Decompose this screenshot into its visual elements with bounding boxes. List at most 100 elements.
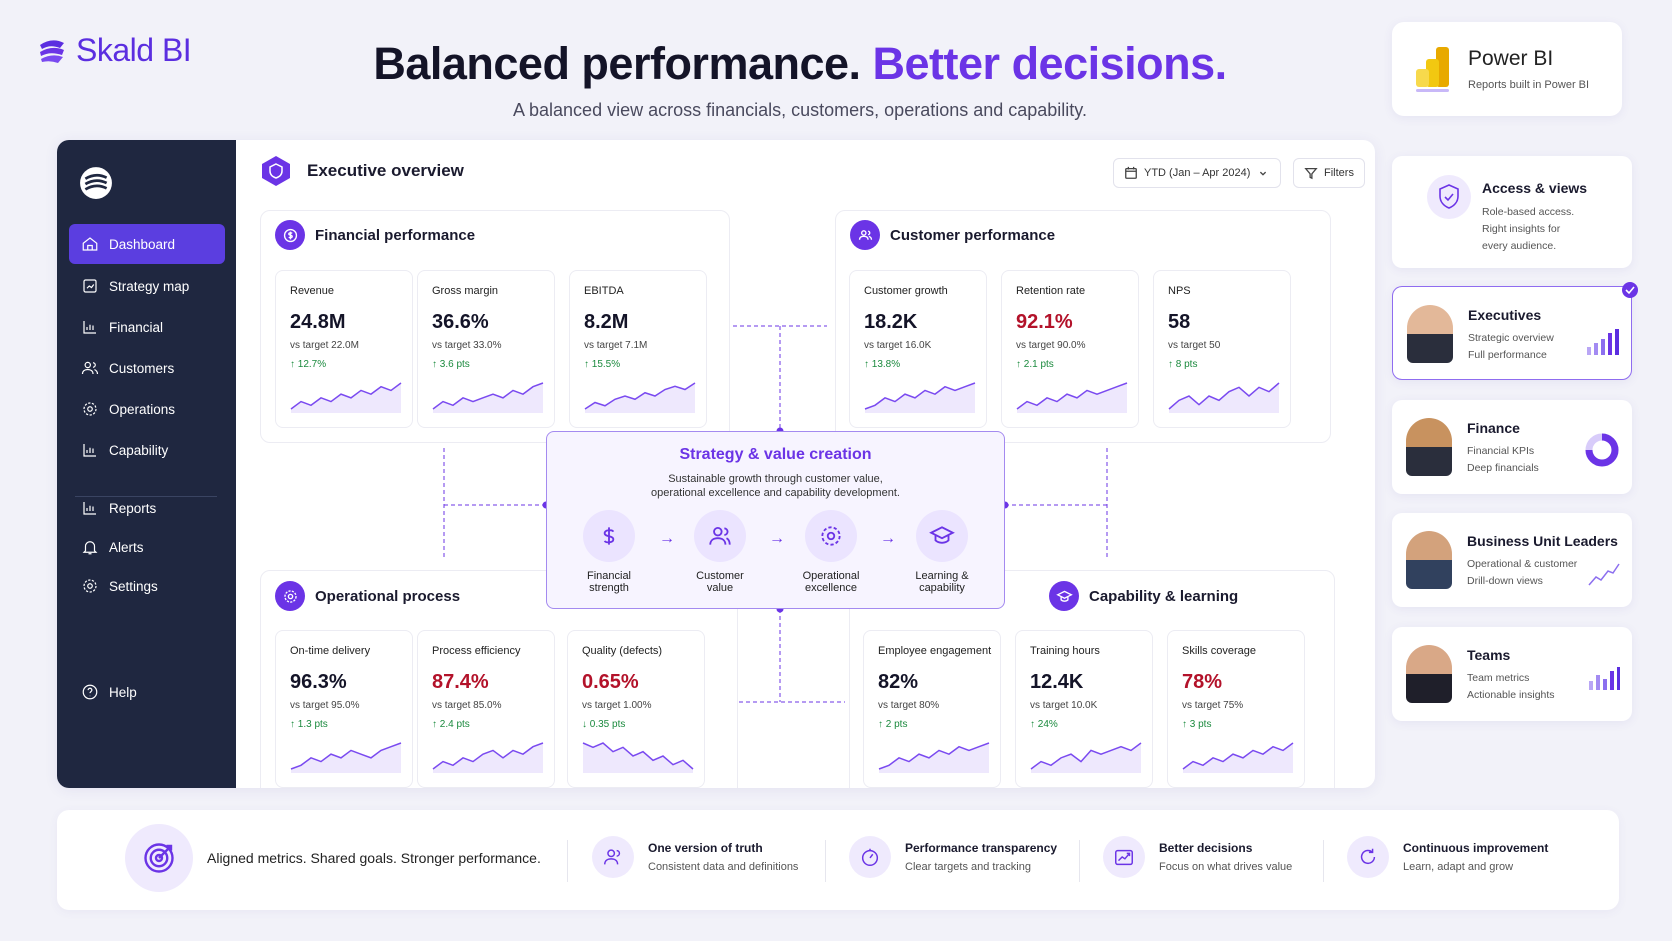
role-card-business-unit[interactable]: Business Unit Leaders Operational & cust… (1392, 513, 1632, 607)
users-icon (592, 836, 634, 878)
node-label: strength (589, 582, 629, 594)
kpi-card[interactable]: Customer growth 18.2K vs target 16.0K ↑ 13.… (849, 270, 987, 428)
kpi-value: 8.2M (584, 311, 629, 333)
filters-button[interactable]: Filters (1293, 158, 1365, 188)
sparkline-area (879, 743, 989, 773)
footer-headline-text: Aligned metrics. Shared goals. Stronger … (207, 850, 541, 866)
graduation-cap-icon (916, 510, 968, 562)
sparkline-area (1183, 743, 1293, 773)
kpi-change: ↑ 24% (1030, 719, 1058, 730)
sparkline (432, 382, 544, 413)
kpi-label: NPS (1168, 285, 1191, 297)
check-badge-icon (1622, 282, 1638, 298)
kpi-value: 87.4% (432, 671, 489, 693)
kpi-label: Customer growth (864, 285, 948, 297)
kpi-card[interactable]: Training hours 12.4K vs target 10.0K ↑ 24% (1015, 630, 1153, 788)
kpi-change: ↑ 3.6 pts (432, 359, 470, 370)
footer-item-sub: Consistent data and definitions (648, 861, 799, 873)
operational-title: Operational process (315, 587, 461, 605)
kpi-label: Gross margin (432, 285, 499, 297)
hero-title: Balanced performance. Better decisions. (280, 38, 1320, 90)
sidebar-item-label: Strategy map (109, 278, 190, 294)
sidebar-item-reports[interactable]: Reports (69, 488, 225, 528)
sidebar-divider (75, 496, 217, 497)
footer-divider (1079, 840, 1080, 882)
sparkline-line (290, 382, 402, 410)
sparkline-line (1030, 742, 1142, 770)
kpi-card[interactable]: Process efficiency 87.4% vs target 85.0% ↑ … (417, 630, 555, 788)
sidebar-item-strategy-map[interactable]: Strategy map (69, 266, 225, 306)
sidebar-item-capability[interactable]: Capability (69, 430, 225, 470)
kpi-card[interactable]: Retention rate 92.1% vs target 90.0% ↑ 2.1 … (1001, 270, 1139, 428)
kpi-change: ↑ 2.4 pts (432, 719, 470, 730)
sidebar-item-label: Dashboard (109, 236, 176, 252)
kpi-target: vs target 22.0M (290, 340, 359, 351)
access-title: Access & views (1482, 180, 1588, 196)
kpi-card[interactable]: Skills coverage 78% vs target 75% ↑ 3 pts (1167, 630, 1305, 788)
sparkline (1168, 382, 1280, 413)
date-filter-dropdown[interactable]: YTD (Jan – Apr 2024) (1113, 158, 1282, 188)
role-card-teams[interactable]: Teams Team metrics Actionable insights (1392, 627, 1632, 721)
chart-icon (83, 321, 96, 334)
kpi-target: vs target 95.0% (290, 700, 360, 711)
map-icon (83, 279, 97, 293)
access-desc-line2: Right insights for (1482, 223, 1561, 235)
sidebar-item-help[interactable]: Help (69, 672, 225, 712)
kpi-card[interactable]: Gross margin 36.6% vs target 33.0% ↑ 3.6 pt… (417, 270, 555, 428)
sidebar-item-alerts[interactable]: Alerts (69, 527, 225, 567)
sparkline-line (878, 742, 990, 770)
kpi-target: vs target 80% (878, 700, 940, 711)
sparkline-area (291, 383, 401, 413)
gear-icon (805, 510, 857, 562)
kpi-card[interactable]: Quality (defects) 0.65% vs target 1.00% ↓ 0… (567, 630, 705, 788)
trend-line-icon (1588, 563, 1620, 586)
bu-leader-avatar (1406, 531, 1452, 589)
sidebar-item-label: Operations (109, 401, 176, 417)
filters-label: Filters (1324, 167, 1354, 179)
kpi-card[interactable]: Revenue 24.8M vs target 22.0M ↑ 12.7% (275, 270, 413, 428)
role-desc-line1: Team metrics (1467, 672, 1530, 684)
kpi-card[interactable]: On-time delivery 96.3% vs target 95.0% ↑ 1.… (275, 630, 413, 788)
access-desc: Role-based access. Right insights for ever… (1482, 204, 1574, 255)
sidebar-item-label: Reports (109, 500, 157, 516)
kpi-card[interactable]: NPS 58 vs target 50 ↑ 8 pts (1153, 270, 1291, 428)
strategy-box: Strategy & value creation Sustainable gr… (546, 431, 1005, 609)
strategy-node-financial: Financial strength (564, 510, 654, 594)
kpi-change: ↑ 13.8% (864, 359, 901, 370)
footer-item-sub: Learn, adapt and grow (1403, 861, 1514, 873)
node-label: Financial (586, 570, 632, 582)
kpi-card[interactable]: Employee engagement 82% vs target 80% ↑ 2 p… (863, 630, 1001, 788)
kpi-value: 78% (1182, 671, 1223, 693)
sidebar-item-customers[interactable]: Customers (69, 348, 225, 388)
kpi-target: vs target 16.0K (864, 340, 932, 351)
sparkline (1030, 742, 1142, 773)
role-desc: Strategic overview Full performance (1468, 330, 1554, 364)
home-icon (82, 237, 98, 251)
customer-header: Customer performance (850, 220, 1055, 250)
sparkline-area (433, 383, 543, 413)
kpi-card[interactable]: EBITDA 8.2M vs target 7.1M ↑ 15.5% (569, 270, 707, 428)
role-card-finance[interactable]: Finance Financial KPIs Deep financials (1392, 400, 1632, 494)
sidebar-item-dashboard[interactable]: Dashboard (69, 224, 225, 264)
sidebar-item-operations[interactable]: Operations (69, 389, 225, 429)
sidebar-item-financial[interactable]: Financial (69, 307, 225, 347)
brand-logo: Skald BI (36, 32, 192, 69)
kpi-value: 24.8M (290, 311, 346, 333)
kpi-label: Retention rate (1016, 285, 1086, 297)
footer-item-improvement: Continuous improvement Learn, adapt and g… (1347, 836, 1548, 878)
role-card-executives[interactable]: Executives Strategic overview Full perfor… (1392, 282, 1638, 380)
help-icon (82, 684, 98, 700)
role-title: Teams (1467, 647, 1511, 663)
bar-chart-icon (1587, 329, 1619, 355)
bell-icon (82, 541, 98, 555)
date-filter-value: YTD (Jan – Apr 2024) (1144, 167, 1251, 179)
kpi-label: Employee engagement (878, 645, 992, 657)
strategy-node-operational: Operational excellence (786, 510, 876, 594)
powerbi-subtitle: Reports built in Power BI (1468, 79, 1590, 91)
sidebar-item-settings[interactable]: Settings (69, 566, 225, 606)
node-label: value (706, 582, 734, 594)
capability-header: Capability & learning (1049, 581, 1238, 611)
kpi-target: vs target 50 (1168, 340, 1221, 351)
sparkline (864, 382, 976, 413)
sparkline (1182, 742, 1294, 773)
